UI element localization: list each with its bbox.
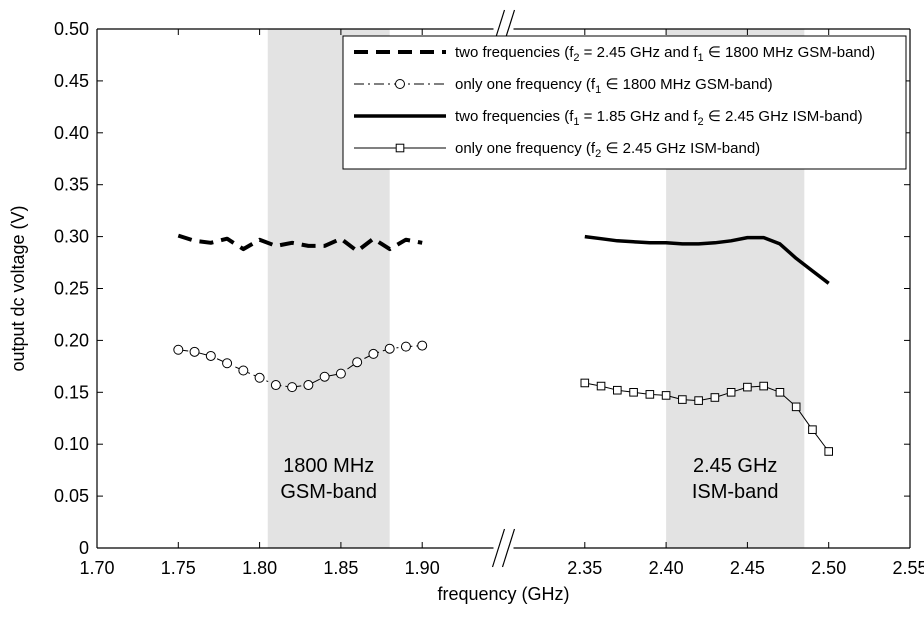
series-4-point-6 <box>661 391 671 400</box>
x-tick-label-1-1: 2.40 <box>649 558 684 578</box>
y-tick-label-3: 0.15 <box>54 382 89 402</box>
legend: two frequencies (f2 = 2.45 GHz and f1 ∈ … <box>342 35 907 170</box>
series-3-line <box>584 234 830 285</box>
y-tick-label-7: 0.35 <box>54 175 89 195</box>
series-1 <box>177 233 423 254</box>
x-tick-label-1-0: 2.35 <box>567 558 602 578</box>
series-4-point-2 <box>596 381 606 391</box>
x-tick-label-0-4: 1.90 <box>405 558 440 578</box>
series-2-point-4 <box>222 358 233 369</box>
series-2-point-7 <box>270 380 281 391</box>
y-tick-label-10: 0.50 <box>54 19 89 39</box>
x-tick-label-0-0: 1.70 <box>79 558 114 578</box>
legend-marker-2 <box>395 79 405 89</box>
y-tick-label-8: 0.40 <box>54 123 89 143</box>
y-tick-label-2: 0.10 <box>54 434 89 454</box>
series-2-point-3 <box>205 350 216 361</box>
y-tick-label-5: 0.25 <box>54 279 89 299</box>
legend-box <box>342 35 907 170</box>
series-3 <box>584 234 830 285</box>
y-tick-label-1: 0.05 <box>54 486 89 506</box>
series-2-point-16 <box>417 340 428 351</box>
series-4-point-5 <box>645 390 655 399</box>
band-label-1-line-2: GSM-band <box>280 481 377 503</box>
series-layer <box>173 233 834 456</box>
band-label-2-line-2: ISM-band <box>692 481 779 503</box>
series-4-point-3 <box>613 385 622 395</box>
series-2-point-12 <box>352 357 363 368</box>
series-4-point-15 <box>808 425 817 434</box>
axis-break-mark-bottom-2 <box>501 528 516 568</box>
series-4-point-13 <box>775 388 785 397</box>
series-4-point-11 <box>743 382 752 392</box>
axis-break-gap-bottom <box>493 545 514 551</box>
series-4-point-10 <box>726 388 736 397</box>
y-tick-label-9: 0.45 <box>54 71 89 91</box>
legend-label-1: two frequencies (f2 = 2.45 GHz and f1 ∈ … <box>455 44 875 64</box>
series-2-point-13 <box>368 348 379 359</box>
axis-break-gap-top <box>493 26 514 32</box>
series-2-point-10 <box>319 371 330 382</box>
y-tick-label-0: 0 <box>79 538 89 558</box>
series-1-line <box>177 233 423 254</box>
series-4-point-7 <box>678 395 687 404</box>
series-2-point-15 <box>400 341 411 352</box>
series-4 <box>580 378 834 456</box>
band-label-2-line-1: 2.45 GHz <box>693 455 777 477</box>
series-2-point-5 <box>238 365 249 376</box>
x-tick-label-0-3: 1.85 <box>323 558 358 578</box>
x-tick-label-1-3: 2.50 <box>811 558 846 578</box>
legend-label-3: two frequencies (f1 = 1.85 GHz and f2 ∈ … <box>455 108 863 128</box>
series-4-point-14 <box>791 402 801 412</box>
x-tick-label-0-1: 1.75 <box>161 558 196 578</box>
series-4-point-16 <box>824 447 834 456</box>
series-2 <box>173 340 428 393</box>
axes: 0 0.05 0.10 0.15 0.20 0.25 0.30 0.35 0.40 0.45 0.5… <box>54 9 924 578</box>
y-axis-label: output dc voltage (V) <box>8 205 28 371</box>
series-4-point-8 <box>694 396 703 405</box>
series-4-point-4 <box>629 388 638 397</box>
x-tick-label-1-2: 2.45 <box>730 558 765 578</box>
series-2-line <box>178 345 423 388</box>
series-2-point-2 <box>189 346 200 357</box>
legend-label-4: only one frequency (f2 ∈ 2.45 GHz ISM-ba… <box>455 140 760 160</box>
series-4-point-1 <box>580 378 590 388</box>
x-tick-label-1-4: 2.55 <box>892 558 924 578</box>
y-tick-label-6: 0.30 <box>54 227 89 247</box>
band-label-1-line-1: 1800 MHz <box>283 455 374 477</box>
x-tick-label-0-2: 1.80 <box>242 558 277 578</box>
series-2-point-14 <box>384 343 395 354</box>
series-2-point-6 <box>254 372 265 383</box>
series-4-point-12 <box>759 381 768 391</box>
x-axis-label: frequency (GHz) <box>437 584 569 604</box>
series-4-line <box>584 382 830 452</box>
legend-marker-4 <box>395 143 405 153</box>
legend-label-2: only one frequency (f1 ∈ 1800 MHz GSM-ba… <box>455 76 773 96</box>
y-tick-label-4: 0.20 <box>54 330 89 350</box>
series-2-point-8 <box>287 382 298 393</box>
series-2-point-9 <box>303 380 314 391</box>
axis-break-mark-bottom-1 <box>491 528 506 568</box>
series-2-point-11 <box>335 368 346 379</box>
series-4-point-9 <box>710 393 720 402</box>
series-2-point-1 <box>173 344 184 355</box>
